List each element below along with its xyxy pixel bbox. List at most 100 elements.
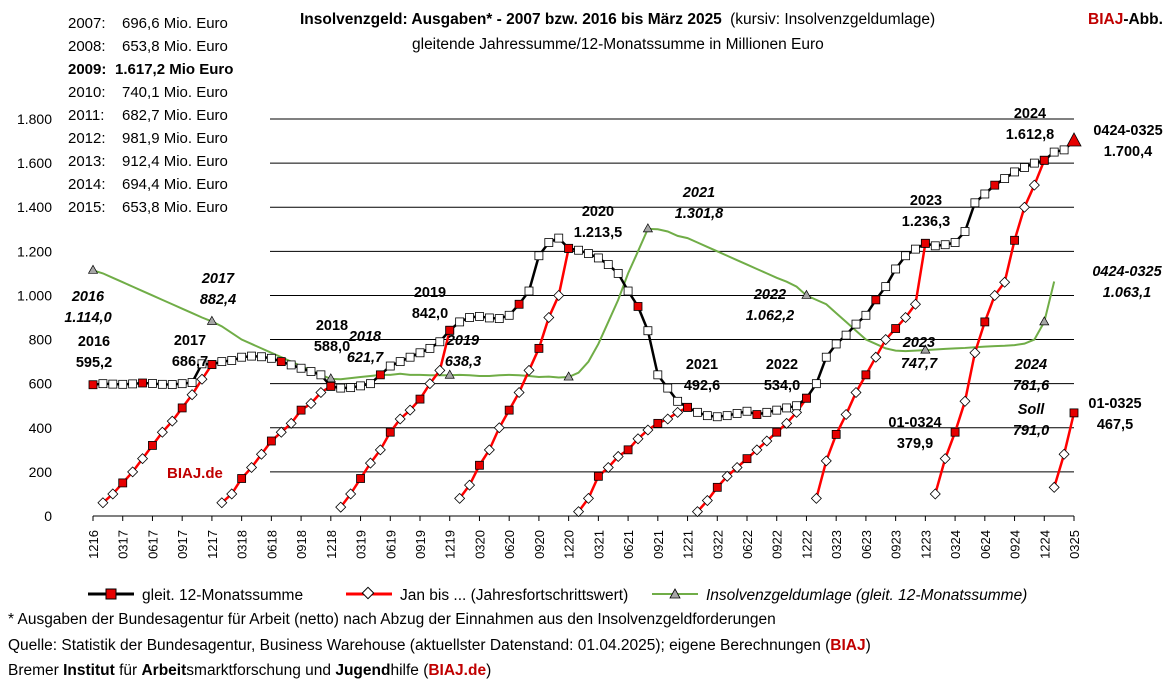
jahresfortschritt-point xyxy=(266,436,276,446)
annotation-label: 2017 xyxy=(201,271,235,287)
monatssumme-point xyxy=(128,379,138,389)
x-tick-label: 0320 xyxy=(472,530,487,559)
monatssumme-point xyxy=(683,402,692,412)
inst-text-1: Bremer xyxy=(8,662,64,679)
monatssumme-point xyxy=(514,299,524,309)
jahresfortschritt-point xyxy=(1069,408,1079,418)
x-tick-label: 0621 xyxy=(621,530,636,559)
jahresfortschritt-point xyxy=(870,351,882,363)
monatssumme-point xyxy=(88,380,98,390)
monatssumme-point xyxy=(752,410,762,419)
series-layer xyxy=(87,132,1082,518)
year-list-year: 2015: xyxy=(68,199,106,216)
monatssumme-point xyxy=(415,348,425,358)
jahresfortschritt-point xyxy=(820,455,832,467)
jahresfortschritt-point xyxy=(989,289,1001,301)
monatssumme-point xyxy=(732,409,742,418)
x-tick-label: 0318 xyxy=(235,530,250,559)
jahresfortschritt-point xyxy=(642,424,654,436)
jahresfortschritt-point xyxy=(196,373,208,385)
annotation-label: 2018 xyxy=(348,329,382,345)
jahresfortschritt-point xyxy=(255,448,267,460)
jahresfortschritt-point xyxy=(404,404,416,416)
monatssumme-point xyxy=(782,403,792,413)
annotation-label: 0424-0325 xyxy=(1092,264,1162,280)
x-tick-label: 1219 xyxy=(443,530,458,559)
umlage-point xyxy=(325,373,336,383)
monatssumme-point xyxy=(1000,174,1010,183)
x-tick-label: 0920 xyxy=(532,530,547,559)
annotation-label: 2016 xyxy=(71,289,105,305)
x-tick-label: 0921 xyxy=(651,530,666,559)
monatssumme-point xyxy=(861,310,871,320)
jahresfortschritt-point xyxy=(504,405,514,415)
jahresfortschritt-point xyxy=(731,461,743,473)
jahresfortschritt-point xyxy=(672,406,684,418)
monatssumme-point xyxy=(930,241,940,251)
annotation-value: 1.700,4 xyxy=(1104,144,1152,160)
annotation-value: 595,2 xyxy=(76,355,112,371)
monatssumme-point xyxy=(831,339,841,349)
monatssumme-point xyxy=(802,393,811,403)
monatssumme-point xyxy=(1039,155,1049,165)
jahresfortschritt-point xyxy=(623,445,633,455)
monatssumme-point xyxy=(762,407,772,417)
monatssumme-point xyxy=(1010,167,1019,177)
x-tick-label: 0923 xyxy=(889,530,904,559)
jahresfortschritt-point xyxy=(761,435,773,447)
inst-text-4: Arbeit xyxy=(141,662,187,679)
monatssumme-point xyxy=(187,378,197,387)
jahresfortschritt-point xyxy=(226,488,238,500)
footer-institute: Bremer Institut für Arbeitsmarktforschun… xyxy=(8,661,491,681)
x-tick-label: 1218 xyxy=(324,530,339,559)
year-list-year: 2012: xyxy=(68,130,106,147)
x-tick-label: 0623 xyxy=(859,530,874,559)
annotation-value: 621,7 xyxy=(347,350,384,366)
monatssumme-point xyxy=(1020,163,1029,172)
monatssumme-point xyxy=(108,379,118,389)
series-line-umlage xyxy=(92,227,1056,381)
jahresfortschritt-point xyxy=(969,347,981,359)
jahresfortschritt-point xyxy=(385,427,395,437)
monatssumme-point xyxy=(821,352,831,362)
jahresfortschritt-point xyxy=(415,394,425,404)
series-line-12-monatssumme xyxy=(92,140,1075,419)
y-tick-label: 400 xyxy=(29,420,53,436)
jahresfortschritt-point xyxy=(305,398,317,410)
annotation-label: 2022 xyxy=(766,357,798,373)
x-tick-label: 0323 xyxy=(829,530,844,559)
annotation-label: 2024 xyxy=(1014,106,1046,122)
jahresfortschritt-point xyxy=(148,441,157,450)
x-tick-label: 1222 xyxy=(799,530,814,559)
jahresfortschritt-point xyxy=(850,386,862,399)
monatssumme-point xyxy=(276,357,286,367)
umlage-point xyxy=(920,344,931,354)
brand-label: BIAJ-Abb. xyxy=(1088,11,1163,28)
jahresfortschritt-point xyxy=(534,343,544,353)
jahresfortschritt-point xyxy=(127,466,139,478)
annotation-value: 1.612,8 xyxy=(1006,127,1054,143)
monatssumme-point xyxy=(960,227,970,236)
monatssumme-point xyxy=(346,383,356,393)
annotation-value: 791,0 xyxy=(1013,423,1049,439)
monatssumme-point xyxy=(455,317,465,327)
monatssumme-point xyxy=(871,295,881,305)
umlage-point xyxy=(1039,316,1050,326)
umlage-point xyxy=(642,223,654,233)
jahresfortschritt-point xyxy=(939,453,951,465)
monatssumme-point xyxy=(613,268,623,278)
x-tick-label: 1217 xyxy=(205,530,220,559)
monatssumme-point xyxy=(643,326,653,336)
inst-text-8: BIAJ.de xyxy=(428,662,487,679)
monatssumme-point xyxy=(167,380,177,389)
annotation-label: 2023 xyxy=(902,335,935,351)
monatssumme-point xyxy=(980,189,990,199)
monatssumme-point xyxy=(1029,158,1039,168)
monatssumme-point xyxy=(603,260,613,269)
jahresfortschritt-point xyxy=(513,386,525,399)
jahresfortschritt-point xyxy=(275,426,287,438)
monatssumme-point xyxy=(484,313,494,323)
monatssumme-point xyxy=(98,379,108,389)
y-tick-label: 1.600 xyxy=(17,155,52,171)
footer-source-brand: BIAJ xyxy=(830,637,866,654)
